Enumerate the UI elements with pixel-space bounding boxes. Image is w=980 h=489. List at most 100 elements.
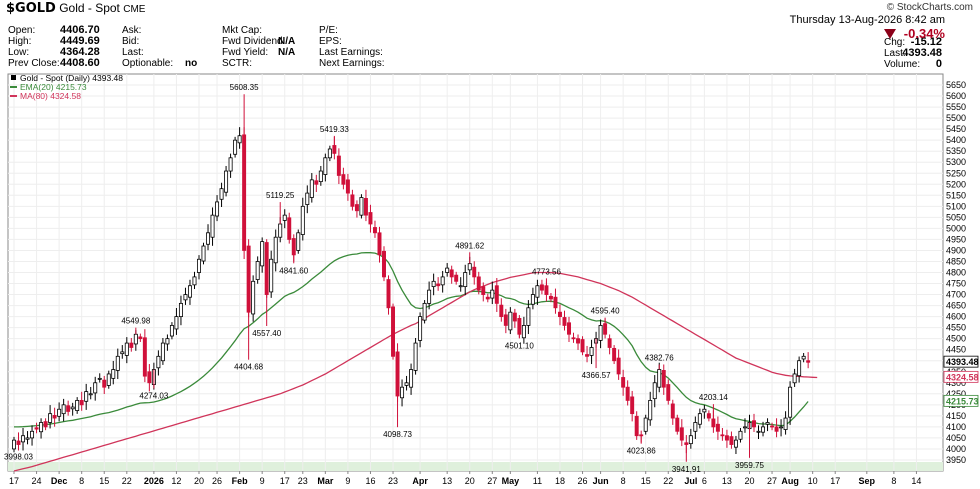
x-tick-label: 23 <box>388 476 398 486</box>
y-tick-label: 5000 <box>946 223 966 233</box>
candle <box>327 148 332 159</box>
candle <box>391 306 396 357</box>
quote-label: Last: <box>884 48 906 59</box>
y-tick-label: 4700 <box>946 290 966 300</box>
candle <box>657 369 662 388</box>
candle <box>418 316 423 341</box>
candle <box>548 295 553 300</box>
candle <box>323 157 328 175</box>
candle <box>404 382 409 386</box>
price-annotation: 5608.35 <box>230 83 259 92</box>
exchange: CME <box>123 4 146 15</box>
candle <box>630 396 635 415</box>
y-tick-label: 4750 <box>946 279 966 289</box>
quote-label: Bid: <box>122 36 140 47</box>
candle <box>318 170 323 183</box>
x-tick-label: Sep <box>859 476 876 486</box>
candle <box>788 386 793 418</box>
candle <box>210 214 215 238</box>
ema20-price-tag-box <box>943 394 979 407</box>
x-tick-label: 10 <box>808 476 818 486</box>
candle <box>702 408 707 413</box>
candle <box>445 267 450 273</box>
candle <box>382 250 386 278</box>
candle <box>431 280 436 288</box>
candle <box>273 236 278 264</box>
y-tick-label: 5600 <box>946 91 966 101</box>
x-tick-label: 14 <box>911 476 921 486</box>
quote-label: Last: <box>122 47 144 58</box>
candle <box>467 263 472 271</box>
last-price-tag-box <box>943 355 979 368</box>
symbol: $GOLD <box>6 1 56 16</box>
candle <box>377 232 382 256</box>
price-annotation: 4098.73 <box>383 430 412 439</box>
x-tick-label: 20 <box>744 476 754 486</box>
x-tick-label: 11 <box>533 476 542 486</box>
candle <box>233 139 238 155</box>
y-tick-label: 4250 <box>946 389 966 399</box>
candle <box>264 242 269 295</box>
candle <box>106 373 111 386</box>
candle <box>567 322 571 335</box>
x-tick-label: 9 <box>345 476 350 486</box>
x-tick-label: 8 <box>891 476 896 486</box>
candle <box>345 179 350 194</box>
candle <box>409 369 414 388</box>
ema20-price-tag: 4215.73 <box>946 396 979 406</box>
y-tick-label: 4150 <box>946 411 966 421</box>
candle <box>336 155 341 176</box>
candle <box>458 285 463 288</box>
quote-label: Open: <box>8 25 36 36</box>
x-tick-label: 20 <box>194 476 204 486</box>
candle <box>688 435 693 445</box>
y-tick-label: 4650 <box>946 301 966 311</box>
candle <box>21 435 26 443</box>
candle <box>715 423 720 432</box>
price-annotation: 4203.14 <box>699 393 728 402</box>
candle <box>156 355 161 369</box>
candle <box>557 311 562 318</box>
x-tick-label: Aug <box>781 476 799 486</box>
legend-entry: EMA(20) 4215.73 <box>20 82 87 92</box>
quote-value: 4364.28 <box>60 46 100 58</box>
x-tick-label: 17 <box>280 476 290 486</box>
y-tick-label: 5650 <box>946 80 966 90</box>
candle <box>400 386 405 399</box>
candle <box>648 400 653 421</box>
candle <box>612 347 617 362</box>
candle <box>66 405 71 412</box>
quote-label: Next Earnings: <box>319 58 385 69</box>
ma80-price-tag-box <box>943 370 979 383</box>
candle <box>305 192 310 205</box>
candle <box>174 316 179 330</box>
candle <box>449 269 454 278</box>
quote-value: -15.12 <box>910 36 942 48</box>
candle <box>621 377 626 388</box>
candle <box>666 384 671 401</box>
y-tick-label: 5450 <box>946 124 966 134</box>
y-tick-label: 4300 <box>946 378 966 388</box>
y-tick-label: 5500 <box>946 113 966 123</box>
candle <box>75 400 80 411</box>
candle <box>472 266 477 278</box>
x-tick-label: 16 <box>365 476 375 486</box>
instrument-name: Gold - Spot <box>59 1 120 15</box>
x-tick-label: 17 <box>830 476 840 486</box>
candle <box>801 355 806 360</box>
x-tick-label: 18 <box>555 476 565 486</box>
candle <box>576 338 581 344</box>
candle <box>12 439 16 450</box>
y-tick-label: 5200 <box>946 179 966 189</box>
candle <box>535 285 540 298</box>
x-tick-label: 12 <box>171 476 181 486</box>
candle <box>88 393 93 396</box>
down-arrow-icon <box>884 29 896 39</box>
candle <box>733 439 738 448</box>
quote-label: Optionable: <box>122 58 174 69</box>
candle <box>70 406 75 410</box>
candle <box>97 377 102 380</box>
change-percent: -0.34% <box>903 26 945 41</box>
candle <box>806 360 811 363</box>
candle <box>93 382 98 394</box>
